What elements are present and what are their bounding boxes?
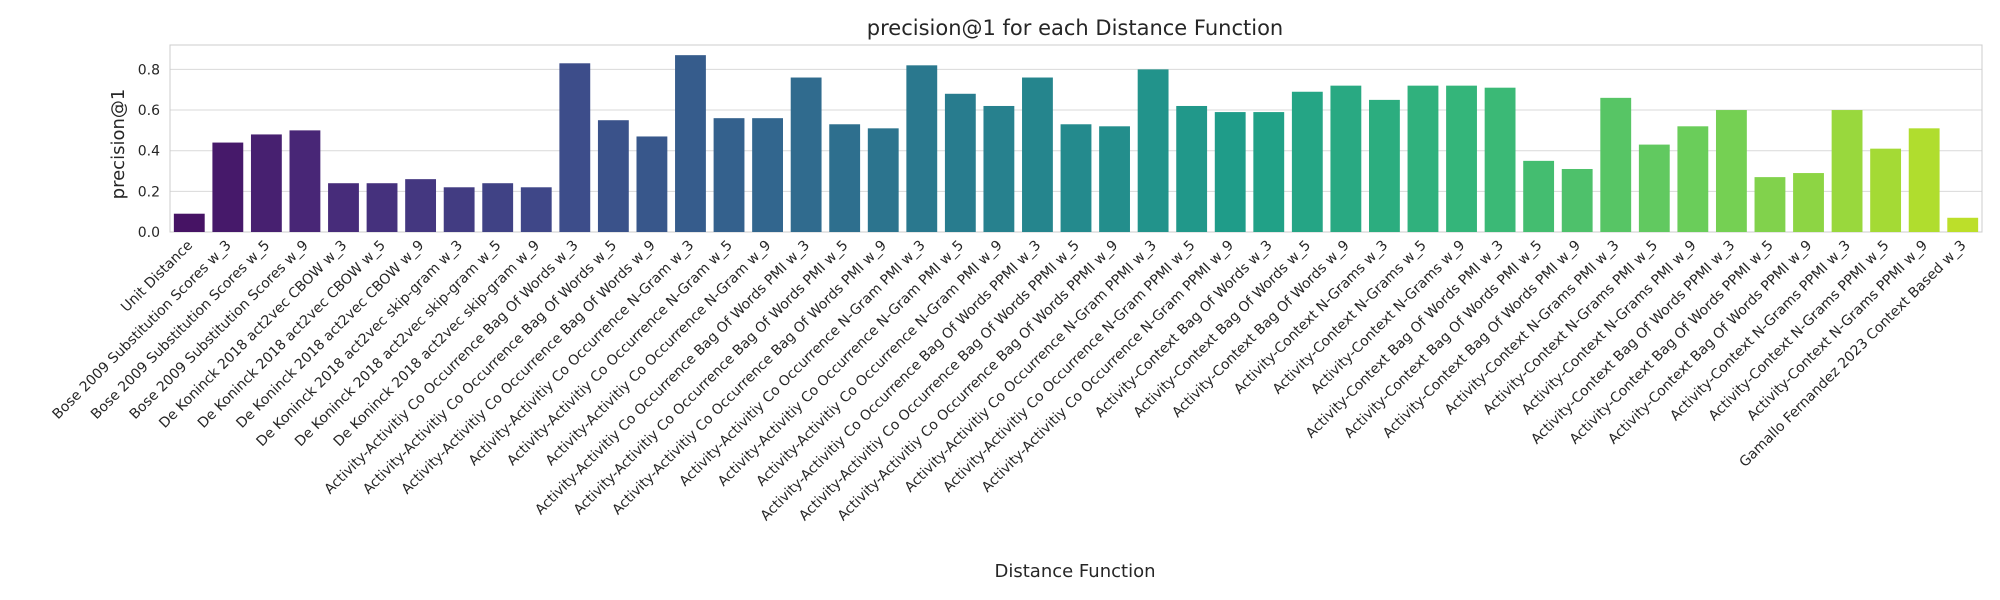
bar: [1446, 85, 1477, 232]
bar: [1176, 105, 1208, 232]
bar: [1060, 124, 1092, 232]
bar: [983, 105, 1015, 232]
y-tick-label: 0.8: [138, 62, 160, 78]
bar: [1831, 110, 1863, 232]
bar: [1638, 144, 1670, 232]
chart-title: precision@1 for each Distance Function: [867, 16, 1283, 40]
bar: [675, 55, 706, 233]
y-tick-label: 0.4: [138, 144, 160, 160]
y-axis-ticks: 0.0 0.2 0.4 0.6 0.8: [138, 62, 160, 241]
bar: [944, 93, 976, 232]
bar: [366, 183, 398, 232]
bar: [328, 183, 359, 232]
bars: [173, 55, 1979, 233]
bar: [1523, 160, 1555, 232]
bar: [867, 128, 899, 232]
y-tick-label: 0.2: [138, 184, 160, 200]
bar: [1908, 128, 1940, 232]
bar: [212, 142, 244, 232]
bar: [520, 187, 552, 232]
bar: [250, 134, 282, 232]
bar: [829, 124, 861, 232]
bar: [1870, 148, 1902, 232]
bar: [597, 120, 629, 232]
bar: [1253, 112, 1285, 232]
y-axis-label: precision@1: [108, 89, 129, 200]
bar: [790, 77, 822, 233]
bar: [1754, 177, 1786, 232]
bar: [1715, 110, 1747, 232]
y-tick-label: 0.6: [138, 103, 160, 119]
bar: [173, 213, 205, 232]
bar: [1330, 85, 1362, 232]
bar: [1137, 69, 1169, 233]
bar: [1677, 126, 1709, 232]
bar: [752, 118, 783, 232]
bar: [1214, 112, 1246, 232]
bar: [559, 63, 591, 232]
bar: [1407, 85, 1439, 232]
bar: [1600, 97, 1632, 232]
bar: [1793, 173, 1824, 232]
bar: [713, 118, 745, 232]
bar: [1947, 217, 1979, 232]
bar: [1369, 99, 1400, 232]
bar: [405, 179, 437, 232]
bar: [1022, 77, 1053, 233]
bar: [443, 187, 475, 232]
bar: [636, 136, 668, 232]
bar: [1099, 126, 1130, 232]
bar: [1484, 87, 1516, 232]
x-axis-label: Distance Function: [995, 561, 1156, 582]
y-tick-label: 0.0: [138, 225, 160, 241]
bar: [1561, 168, 1593, 232]
bar: [289, 130, 321, 232]
bar: [906, 65, 938, 233]
bar: [482, 183, 514, 232]
bar: [1291, 91, 1323, 232]
